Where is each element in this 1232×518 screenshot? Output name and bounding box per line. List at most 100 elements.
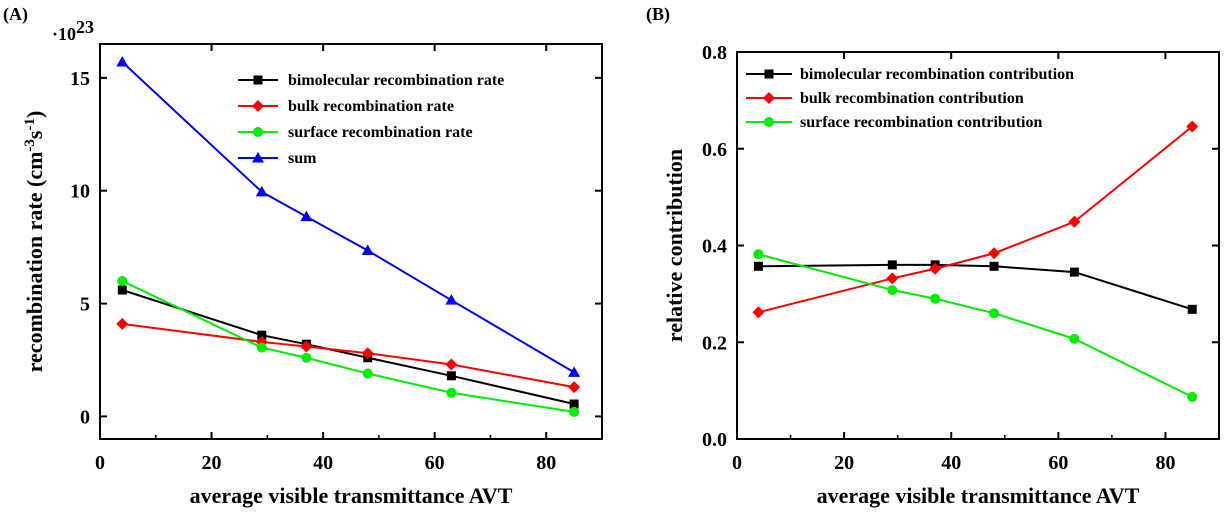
x-tick-label: 60 (425, 452, 445, 474)
data-point (988, 247, 1001, 260)
series-line (122, 322, 575, 389)
data-point (255, 185, 268, 197)
data-point (989, 308, 1000, 319)
y-axis-title: recombination rate (cm-3s-1) (22, 111, 47, 373)
data-point (753, 249, 764, 260)
data-point (929, 262, 942, 275)
data-point (569, 406, 580, 417)
chart-panel-b: (B) 0 20 40 60 80 0.0 0.2 0.4 0.6 0.8 average visib… (646, 4, 1220, 508)
data-point (361, 347, 374, 360)
legend-marker (763, 92, 775, 104)
y-tick-label: 5 (80, 294, 90, 316)
data-point (300, 340, 313, 353)
data-point (886, 272, 899, 285)
y-axis-title-superscript: -3 (22, 139, 38, 152)
legend-marker (253, 127, 263, 137)
x-tick-label: 60 (1048, 452, 1068, 474)
data-point (1068, 215, 1081, 228)
legend-item: bulk recombination contribution (746, 90, 1024, 107)
series-line (758, 253, 1193, 398)
data-point (445, 358, 458, 371)
series-sum (116, 56, 581, 377)
data-point (753, 261, 763, 271)
legend-marker (252, 100, 264, 112)
panel-label: (A) (3, 4, 28, 25)
y-tick-label: 0.6 (702, 139, 727, 161)
y-axis-title-part: ) (22, 111, 47, 118)
legend-item: sum (238, 150, 317, 167)
data-point (568, 381, 581, 394)
x-tick-label: 0 (732, 452, 742, 474)
panel-label: (B) (646, 4, 670, 25)
data-point (362, 368, 373, 379)
data-point (568, 366, 581, 377)
legend-label: bulk recombination rate (288, 98, 454, 115)
series-bulk-recombination-rate (116, 317, 581, 394)
data-point (1069, 267, 1079, 277)
data-point (989, 261, 999, 271)
data-point (569, 399, 579, 409)
data-point (1186, 120, 1199, 133)
series-surface-recombination-contribution (753, 249, 1198, 402)
legend-item: bulk recombination rate (238, 98, 454, 115)
series-bimolecular-recombination-contribution (753, 260, 1197, 314)
data-point (446, 371, 456, 381)
legend-marker (253, 75, 263, 85)
series-line (121, 280, 575, 413)
legend-label: bulk recombination contribution (800, 90, 1024, 107)
series-line (121, 61, 575, 374)
legend-item: bimolecular recombination contribution (746, 66, 1074, 83)
multiplier-base: ·10 (52, 24, 76, 44)
x-axis-title: average visible transmittance AVT (190, 483, 513, 508)
data-point (301, 352, 312, 363)
y-tick-label: 0.4 (702, 236, 727, 258)
x-tick-label: 40 (313, 452, 333, 474)
legend-item: surface recombination contribution (746, 114, 1042, 131)
legend-item: surface recombination rate (238, 124, 473, 141)
legend-label: surface recombination contribution (800, 114, 1042, 131)
data-point (116, 317, 129, 330)
legend-item: bimolecular recombination rate (238, 72, 504, 89)
plot-frame (99, 43, 603, 440)
series-surface-recombination-rate (117, 276, 580, 417)
legend-label: bimolecular recombination contribution (800, 66, 1074, 83)
series-bulk-recombination-contribution (752, 120, 1199, 319)
y-axis-title: relative contribution (662, 149, 687, 342)
legend-marker (764, 69, 774, 79)
legend-label: surface recombination rate (288, 124, 473, 141)
y-tick-label: 0.0 (702, 429, 727, 451)
data-point (1187, 304, 1197, 314)
data-point (300, 210, 313, 222)
legend-marker (252, 152, 264, 163)
data-point (930, 293, 941, 304)
multiplier-exponent: 23 (76, 17, 94, 37)
y-axis-title-part: s (22, 130, 47, 139)
data-point (117, 285, 127, 295)
data-point (445, 294, 458, 305)
y-tick-label: 10 (70, 181, 90, 203)
y-axis-title-part: recombination rate (cm (22, 152, 47, 373)
data-point (116, 56, 129, 67)
data-point (257, 330, 267, 340)
series-line (758, 125, 1193, 314)
data-point (752, 306, 765, 319)
x-tick-label: 20 (202, 452, 222, 474)
y-axis-title-superscript: -1 (22, 118, 38, 131)
data-point (256, 342, 267, 353)
legend-marker (764, 117, 774, 127)
x-axis-title: average visible transmittance AVT (817, 483, 1140, 508)
y-tick-label: 0.8 (702, 42, 727, 64)
data-point (887, 260, 897, 270)
legend-label: sum (288, 150, 317, 167)
y-tick-label: 0.2 (702, 332, 727, 354)
series-line (122, 289, 575, 405)
x-tick-label: 0 (95, 452, 105, 474)
data-point (1187, 391, 1198, 402)
y-tick-label: 0 (80, 406, 90, 428)
y-axis-multiplier: ·1023 (52, 17, 94, 44)
x-tick-label: 80 (536, 452, 556, 474)
x-tick-label: 20 (834, 452, 854, 474)
data-point (361, 244, 374, 256)
chart-panel-a: (A) 0 20 40 60 80 0 5 10 15 average visible transm… (3, 4, 603, 508)
